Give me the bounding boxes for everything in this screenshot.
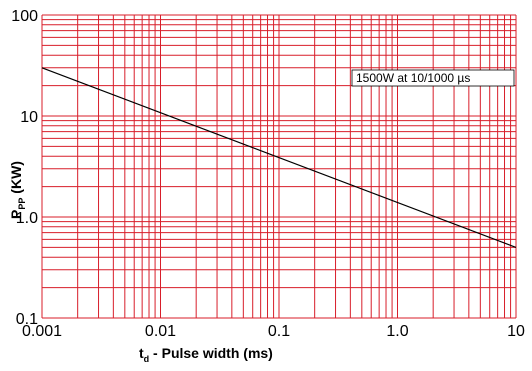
x-axis-title: td - Pulse width (ms) <box>139 345 273 364</box>
y-axis-title-subscript: PP <box>17 198 27 210</box>
x-axis-title-main: t <box>139 345 144 361</box>
y-tick-label: 0.1 <box>16 311 38 328</box>
grid <box>41 14 517 319</box>
y-axis-title: PPP (KW) <box>8 161 27 219</box>
x-tick-label: 0.001 <box>22 323 62 340</box>
x-tick-label: 1.0 <box>386 323 408 340</box>
y-axis-title-main: P <box>8 210 24 219</box>
x-axis-ticks: 0.001 0.01 0.1 1.0 10 <box>22 323 525 340</box>
x-tick-label: 0.01 <box>145 323 176 340</box>
annotation-text: 1500W at 10/1000 µs <box>356 71 470 85</box>
y-axis-ticks: 0.1 1.0 10 100 <box>11 8 38 328</box>
series-line <box>41 67 517 248</box>
annotation-box <box>351 69 515 87</box>
y-axis-title-rest: (KW) <box>8 161 24 198</box>
y-tick-label: 10 <box>20 109 38 126</box>
annotation: 1500W at 10/1000 µs <box>351 69 515 87</box>
y-tick-label: 100 <box>11 8 38 25</box>
series-layer <box>41 67 517 248</box>
y-tick-label: 1.0 <box>16 210 38 227</box>
x-axis-title-subscript: d <box>144 354 150 364</box>
x-tick-label: 0.1 <box>268 323 290 340</box>
x-axis-title-rest: - Pulse width (ms) <box>149 345 273 361</box>
x-tick-label: 10 <box>507 323 525 340</box>
